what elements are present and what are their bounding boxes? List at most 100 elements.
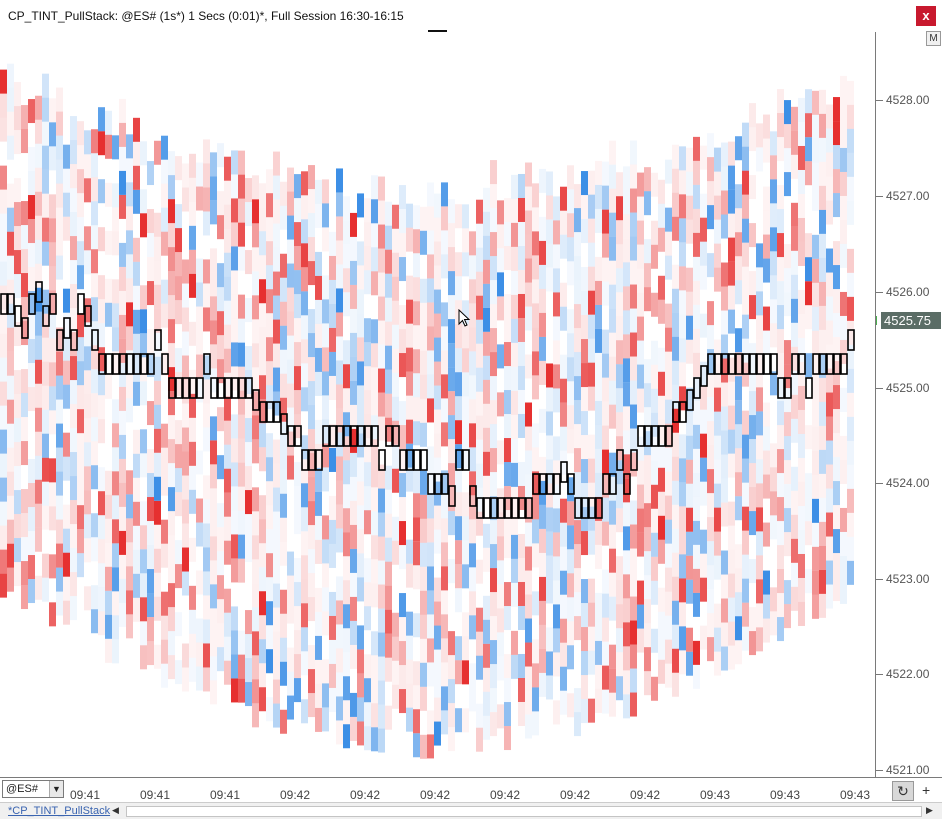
heatmap-cell bbox=[742, 170, 749, 195]
horizontal-scrollbar[interactable] bbox=[126, 806, 922, 817]
heatmap-cell bbox=[161, 303, 168, 328]
heatmap-cell bbox=[707, 205, 714, 230]
heatmap-cell bbox=[756, 483, 763, 508]
heatmap-cell bbox=[336, 336, 343, 361]
heatmap-cell bbox=[630, 692, 637, 717]
heatmap-cell bbox=[287, 359, 294, 384]
heatmap-cell bbox=[777, 377, 784, 402]
heatmap-cell bbox=[35, 287, 42, 312]
heatmap-cell bbox=[546, 243, 553, 268]
heatmap-cell bbox=[168, 655, 175, 680]
heatmap-cell bbox=[175, 372, 182, 397]
heatmap-cell bbox=[343, 652, 350, 677]
heatmap-cell bbox=[112, 639, 119, 664]
heatmap-cell bbox=[112, 183, 119, 208]
heatmap-cell bbox=[392, 324, 399, 349]
heatmap-cell bbox=[406, 203, 413, 228]
heatmap-cell bbox=[735, 424, 742, 449]
heatmap-cell bbox=[693, 424, 700, 449]
heatmap-cell bbox=[56, 447, 63, 472]
heatmap-cell bbox=[147, 353, 154, 378]
heatmap-cell bbox=[273, 175, 280, 200]
heatmap-cell bbox=[182, 307, 189, 332]
heatmap-cell bbox=[581, 531, 588, 556]
chevron-down-icon[interactable]: ▼ bbox=[49, 781, 63, 797]
heatmap-cell bbox=[294, 510, 301, 535]
heatmap-cell bbox=[490, 472, 497, 497]
heatmap-cell bbox=[308, 645, 315, 670]
heatmap-cell bbox=[399, 473, 406, 498]
trade-price-box bbox=[511, 497, 519, 519]
heatmap-cell bbox=[749, 439, 756, 464]
heatmap-cell bbox=[245, 178, 252, 203]
heatmap-cell bbox=[798, 289, 805, 314]
heatmap-cell bbox=[28, 267, 35, 292]
heatmap-cell bbox=[553, 340, 560, 365]
heatmap-cell bbox=[728, 573, 735, 598]
heatmap-cell bbox=[245, 202, 252, 227]
heatmap-cell bbox=[322, 419, 329, 444]
scroll-left-icon[interactable]: ◀ bbox=[112, 805, 119, 815]
symbol-select[interactable]: @ES# ▼ bbox=[2, 780, 64, 798]
heatmap-cell bbox=[224, 540, 231, 565]
scroll-right-icon[interactable]: ▶ bbox=[926, 805, 933, 815]
heatmap-cell bbox=[98, 491, 105, 516]
m-button[interactable]: M bbox=[926, 31, 941, 46]
heatmap-cell bbox=[217, 647, 224, 672]
heatmap-cell bbox=[728, 597, 735, 622]
heatmap-cell bbox=[385, 225, 392, 250]
heatmap-cell bbox=[308, 381, 315, 406]
heatmap-cell bbox=[147, 641, 154, 666]
heatmap-cell bbox=[161, 231, 168, 256]
trade-price-box bbox=[658, 425, 666, 447]
trade-price-box bbox=[609, 473, 617, 495]
add-button[interactable]: + bbox=[922, 782, 931, 798]
heatmap-cell bbox=[700, 433, 707, 458]
heatmap-cell bbox=[294, 318, 301, 343]
heatmap-cell bbox=[462, 396, 469, 421]
heatmap-cell bbox=[112, 591, 119, 616]
heatmap-cell bbox=[273, 487, 280, 512]
heatmap-cell bbox=[581, 363, 588, 388]
heatmap-cell bbox=[14, 562, 21, 587]
heatmap-cell bbox=[371, 703, 378, 728]
heatmap-cell bbox=[756, 243, 763, 268]
heatmap-cell bbox=[420, 350, 427, 375]
heatmap-cell bbox=[756, 603, 763, 628]
heatmap-cell bbox=[329, 231, 336, 256]
heatmap-cell bbox=[455, 252, 462, 277]
heatmap-cell bbox=[245, 298, 252, 323]
trade-price-box bbox=[441, 473, 449, 495]
heatmap-cell bbox=[476, 415, 483, 440]
heatmap-cell bbox=[28, 507, 35, 532]
heatmap-cell bbox=[224, 396, 231, 421]
heatmap-cell bbox=[168, 607, 175, 632]
heatmap-cell bbox=[455, 276, 462, 301]
heatmap-cell bbox=[315, 443, 322, 468]
heatmap-cell bbox=[749, 127, 756, 152]
heatmap-cell bbox=[140, 141, 147, 166]
heatmap-cell bbox=[0, 117, 7, 142]
heatmap-cell bbox=[763, 186, 770, 211]
heatmap-cell bbox=[560, 642, 567, 667]
heatmap-cell bbox=[490, 616, 497, 641]
heatmap-cell bbox=[427, 590, 434, 615]
refresh-button[interactable]: ↻ bbox=[892, 781, 914, 801]
heatmap-cell bbox=[189, 249, 196, 274]
heatmap-cell bbox=[112, 495, 119, 520]
heatmap-cell bbox=[777, 305, 784, 330]
heatmap-cell bbox=[147, 569, 154, 594]
heatmap-cell bbox=[784, 412, 791, 437]
heatmap-cell bbox=[252, 247, 259, 272]
study-tab[interactable]: *CP_TINT_PullStack bbox=[8, 805, 111, 817]
heatmap-cell bbox=[126, 206, 133, 231]
heatmap-cell bbox=[455, 516, 462, 541]
close-button[interactable]: x bbox=[916, 6, 936, 26]
price-tick-label: 4526.00 bbox=[886, 285, 930, 299]
heatmap-cell bbox=[602, 617, 609, 642]
heatmap-cell bbox=[189, 489, 196, 514]
heatmap-cell bbox=[553, 244, 560, 269]
heatmap-cell bbox=[735, 256, 742, 281]
heatmap-cell bbox=[231, 294, 238, 319]
pullstack-heatmap[interactable] bbox=[0, 32, 875, 777]
